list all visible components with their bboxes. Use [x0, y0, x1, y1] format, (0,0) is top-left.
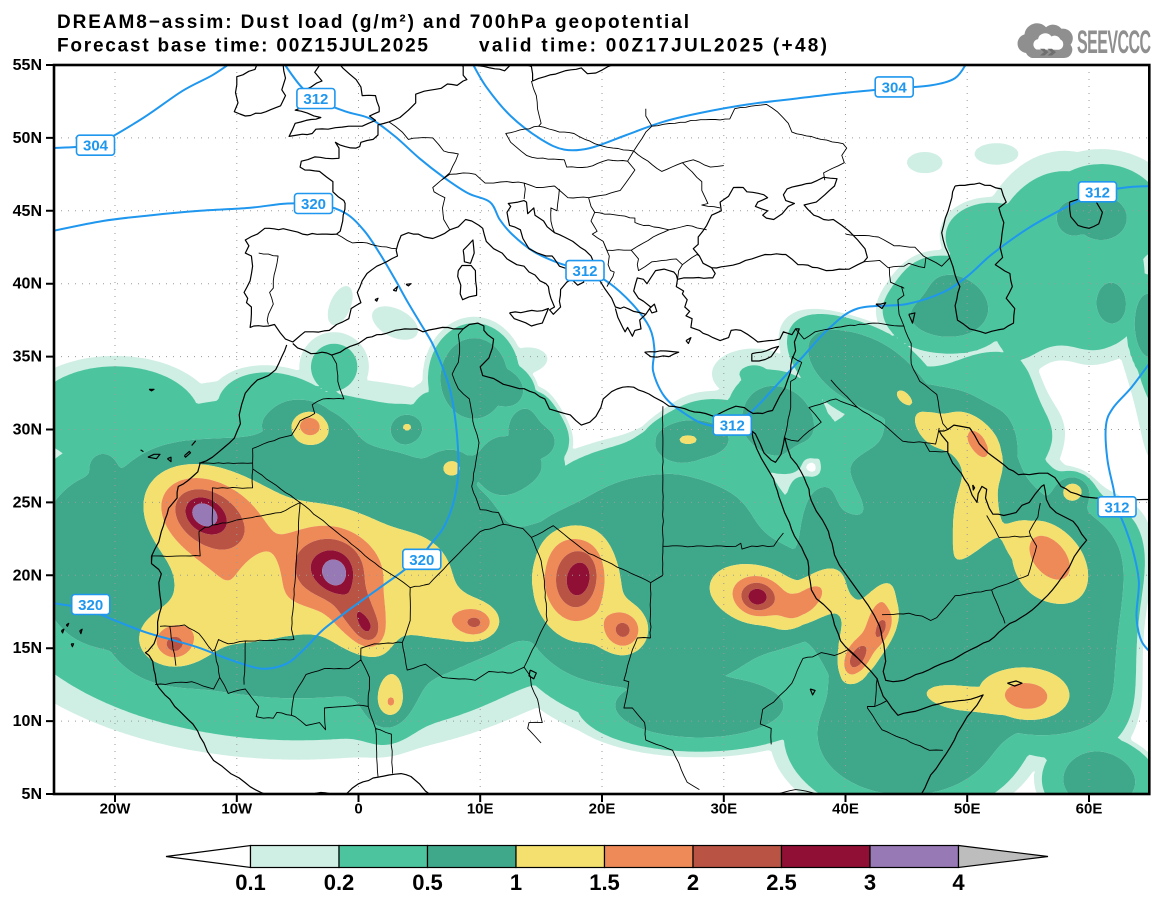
svg-text:45N: 45N	[13, 203, 42, 220]
svg-text:4: 4	[952, 870, 965, 895]
svg-text:320: 320	[78, 597, 103, 614]
svg-text:0: 0	[354, 801, 362, 818]
svg-text:30N: 30N	[13, 422, 42, 439]
svg-text:20E: 20E	[589, 801, 616, 818]
svg-text:35N: 35N	[13, 349, 42, 366]
svg-text:304: 304	[83, 138, 109, 155]
svg-text:320: 320	[301, 196, 326, 213]
svg-text:10E: 10E	[467, 801, 494, 818]
svg-text:15N: 15N	[13, 640, 42, 657]
svg-text:SEEVCCC: SEEVCCC	[1077, 25, 1151, 60]
svg-text:50N: 50N	[13, 130, 42, 147]
svg-text:312: 312	[720, 418, 745, 435]
svg-text:1: 1	[510, 870, 522, 895]
svg-text:304: 304	[882, 79, 908, 96]
svg-text:10N: 10N	[13, 713, 42, 730]
svg-text:312: 312	[572, 263, 597, 280]
svg-text:2.5: 2.5	[766, 870, 797, 895]
svg-text:60E: 60E	[1076, 801, 1103, 818]
svg-text:0.1: 0.1	[235, 870, 266, 895]
svg-text:5N: 5N	[22, 786, 42, 803]
svg-text:30E: 30E	[710, 801, 737, 818]
svg-text:0.2: 0.2	[324, 870, 355, 895]
svg-text:Forecast base time: 00Z15JUL20: Forecast base time: 00Z15JUL2025	[57, 36, 428, 57]
svg-text:DREAM8−assim: Dust load (g/m²): DREAM8−assim: Dust load (g/m²) and 700hP…	[57, 12, 689, 33]
svg-text:320: 320	[409, 552, 434, 569]
svg-text:25N: 25N	[13, 494, 42, 511]
svg-text:0.5: 0.5	[412, 870, 443, 895]
svg-text:50E: 50E	[954, 801, 981, 818]
svg-text:2: 2	[687, 870, 699, 895]
svg-text:312: 312	[303, 91, 328, 108]
svg-text:20N: 20N	[13, 567, 42, 584]
svg-text:55N: 55N	[13, 57, 42, 74]
svg-text:10W: 10W	[221, 801, 253, 818]
svg-text:40N: 40N	[13, 276, 42, 293]
svg-text:312: 312	[1104, 499, 1129, 516]
svg-text:40E: 40E	[832, 801, 859, 818]
svg-text:20W: 20W	[100, 801, 132, 818]
svg-text:3: 3	[864, 870, 876, 895]
svg-text:valid time: 00Z17JUL2025 (+48): valid time: 00Z17JUL2025 (+48)	[479, 36, 827, 57]
svg-text:312: 312	[1085, 184, 1110, 201]
svg-text:1.5: 1.5	[589, 870, 620, 895]
